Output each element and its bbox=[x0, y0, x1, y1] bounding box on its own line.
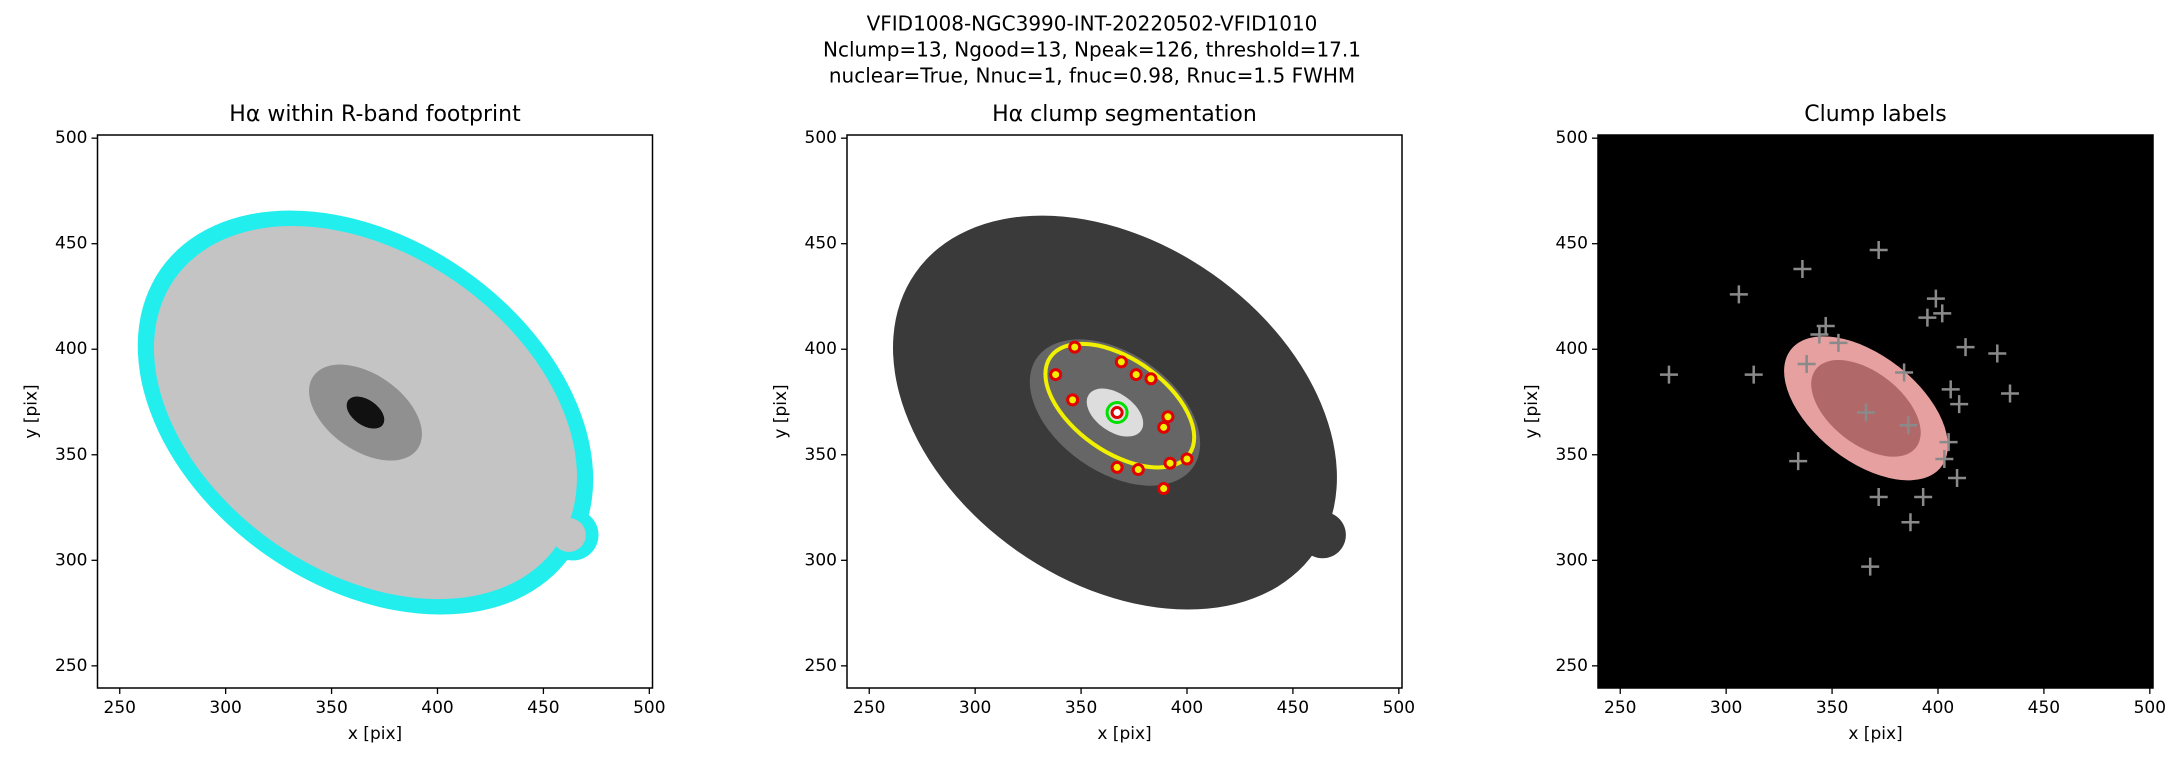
y-tick-label: 400 bbox=[55, 339, 87, 359]
panel-title: Clump labels bbox=[1804, 102, 1946, 127]
label-cross bbox=[1869, 241, 1888, 260]
image-panel bbox=[1598, 135, 2153, 688]
y-tick-label: 500 bbox=[55, 128, 87, 148]
clump-marker bbox=[1144, 372, 1158, 386]
clump-marker bbox=[1129, 368, 1143, 382]
label-cross bbox=[1829, 333, 1848, 352]
figure-title: VFID1008-NGC3990-INT-20220502-VFID1010 bbox=[867, 12, 1318, 36]
clump-marker bbox=[1114, 355, 1128, 369]
label-cross bbox=[1939, 433, 1958, 452]
label-cross bbox=[1869, 487, 1888, 506]
x-axis-label: x [pix] bbox=[348, 724, 402, 744]
x-tick-label: 450 bbox=[527, 698, 559, 718]
axes-frame bbox=[1597, 134, 2154, 689]
x-tick-label: 250 bbox=[1604, 698, 1636, 718]
panel-title: Hα clump segmentation bbox=[992, 102, 1257, 127]
y-tick-label: 450 bbox=[805, 234, 837, 254]
panel-title: Hα within R-band footprint bbox=[229, 102, 521, 127]
galaxy bbox=[551, 518, 586, 552]
label-cross bbox=[1988, 344, 2007, 363]
x-axis-label: x [pix] bbox=[1097, 724, 1151, 744]
y-tick-label: 350 bbox=[805, 445, 837, 465]
label-cross bbox=[1948, 468, 1967, 487]
figure-title: nuclear=True, Nnuc=1, fnuc=0.98, Rnuc=1.… bbox=[829, 64, 1355, 88]
axes-frame bbox=[96, 134, 654, 689]
label-cross bbox=[1935, 449, 1954, 468]
label-cross bbox=[1789, 452, 1808, 471]
clump-marker bbox=[1068, 340, 1082, 354]
nucleus-marker bbox=[1105, 401, 1129, 425]
label-cross bbox=[1918, 308, 1937, 327]
label-cross bbox=[1899, 416, 1918, 435]
y-tick-label: 350 bbox=[55, 445, 87, 465]
x-tick-label: 500 bbox=[1383, 698, 1415, 718]
galaxy-core bbox=[346, 396, 385, 429]
y-axis-label: y [pix] bbox=[22, 384, 42, 438]
x-tick-label: 400 bbox=[1171, 698, 1203, 718]
x-tick-label: 400 bbox=[1922, 698, 1954, 718]
label-cross bbox=[1793, 260, 1812, 279]
x-tick-label: 300 bbox=[209, 698, 241, 718]
y-axis-label: y [pix] bbox=[771, 384, 791, 438]
clump-marker bbox=[1131, 463, 1145, 477]
image-panel bbox=[137, 210, 599, 615]
label-cross bbox=[1941, 380, 1960, 399]
y-tick-label: 450 bbox=[1556, 234, 1588, 254]
label-cross bbox=[1926, 289, 1945, 308]
y-tick-label: 250 bbox=[1556, 656, 1588, 676]
axes-frame bbox=[846, 134, 1403, 689]
clump-marker bbox=[1049, 368, 1063, 382]
x-tick-label: 350 bbox=[1065, 698, 1097, 718]
y-axis-label: y [pix] bbox=[1522, 384, 1542, 438]
label-cross bbox=[1861, 557, 1880, 576]
x-tick-label: 500 bbox=[633, 698, 665, 718]
x-tick-label: 450 bbox=[1277, 698, 1309, 718]
y-tick-label: 250 bbox=[805, 656, 837, 676]
label-cross bbox=[1659, 365, 1678, 384]
x-tick-label: 500 bbox=[2134, 698, 2166, 718]
x-tick-label: 400 bbox=[421, 698, 453, 718]
y-tick-label: 450 bbox=[55, 234, 87, 254]
x-tick-label: 300 bbox=[1710, 698, 1742, 718]
y-tick-label: 500 bbox=[805, 128, 837, 148]
label-cross bbox=[1810, 325, 1829, 344]
x-tick-label: 350 bbox=[1816, 698, 1848, 718]
label-cross bbox=[1856, 403, 1875, 422]
label-cross bbox=[1729, 285, 1748, 304]
label-cross bbox=[1950, 395, 1969, 414]
y-tick-label: 300 bbox=[1556, 550, 1588, 570]
y-tick-label: 400 bbox=[805, 339, 837, 359]
y-tick-label: 350 bbox=[1556, 445, 1588, 465]
nucleus-marker bbox=[1110, 406, 1124, 420]
x-axis-label: x [pix] bbox=[1848, 724, 1902, 744]
label-cross bbox=[1956, 338, 1975, 357]
label-cross bbox=[1933, 304, 1952, 323]
x-tick-label: 450 bbox=[2028, 698, 2060, 718]
label-cross bbox=[1744, 365, 1763, 384]
y-tick-label: 500 bbox=[1556, 128, 1588, 148]
clump-marker bbox=[1066, 393, 1080, 407]
label-cross bbox=[1914, 487, 1933, 506]
y-tick-label: 400 bbox=[1556, 339, 1588, 359]
clump-marker bbox=[1157, 420, 1171, 434]
galaxy bbox=[1299, 511, 1346, 559]
x-tick-label: 350 bbox=[315, 698, 347, 718]
clump-marker bbox=[1110, 460, 1124, 474]
clump-marker bbox=[1161, 410, 1175, 424]
x-tick-label: 300 bbox=[959, 698, 991, 718]
y-tick-label: 250 bbox=[55, 656, 87, 676]
label-cross bbox=[2001, 384, 2020, 403]
label-cross bbox=[1797, 355, 1816, 374]
clump-marker bbox=[1157, 482, 1171, 496]
clump-marker bbox=[1163, 456, 1177, 470]
y-tick-label: 300 bbox=[805, 550, 837, 570]
y-tick-label: 300 bbox=[55, 550, 87, 570]
label-cross bbox=[1895, 363, 1914, 382]
x-tick-label: 250 bbox=[853, 698, 885, 718]
x-tick-label: 250 bbox=[104, 698, 136, 718]
label-cross bbox=[1901, 513, 1920, 532]
figure-title: Nclump=13, Ngood=13, Npeak=126, threshol… bbox=[823, 38, 1361, 62]
clump-marker bbox=[1180, 452, 1194, 466]
